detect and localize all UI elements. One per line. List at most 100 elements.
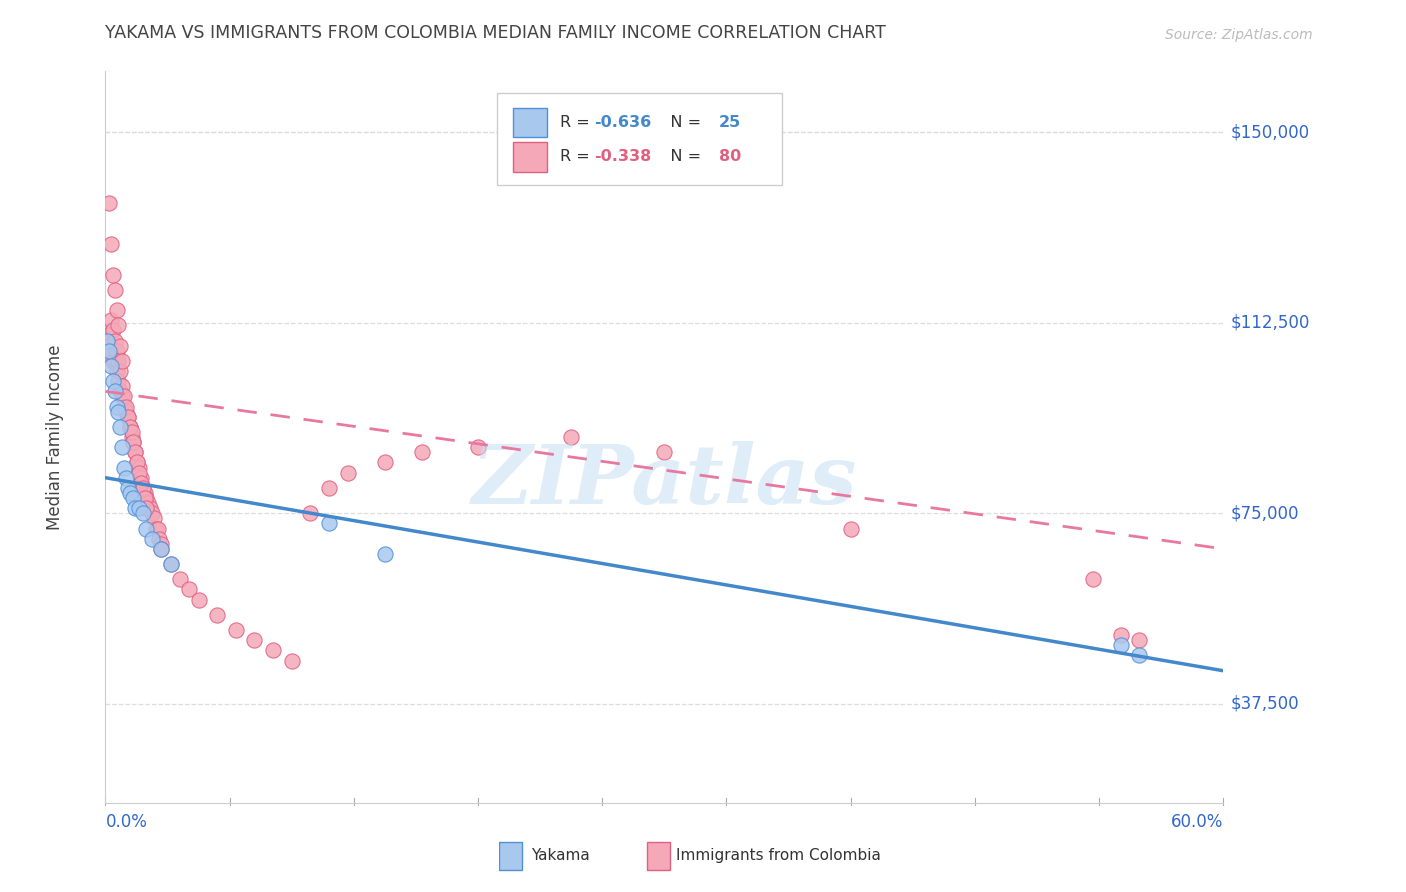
Point <box>101 268 124 282</box>
Point <box>652 445 676 459</box>
Bar <box>513 108 547 137</box>
Text: -0.636: -0.636 <box>593 115 651 130</box>
Point <box>129 471 152 485</box>
Text: R =: R = <box>561 150 595 164</box>
Bar <box>499 842 523 870</box>
Point <box>104 354 127 368</box>
Point <box>118 420 141 434</box>
Point <box>104 283 127 297</box>
Point <box>467 440 489 454</box>
Point <box>107 318 129 333</box>
Text: $75,000: $75,000 <box>1230 504 1299 523</box>
Point <box>96 334 118 348</box>
Point <box>132 481 155 495</box>
Point <box>104 334 127 348</box>
Point <box>135 501 157 516</box>
Point <box>100 313 122 327</box>
Point <box>101 323 124 337</box>
FancyBboxPatch shape <box>496 94 782 185</box>
Point <box>318 481 340 495</box>
Point <box>117 409 139 424</box>
Point <box>98 343 121 358</box>
Text: N =: N = <box>655 115 707 130</box>
Bar <box>647 842 669 870</box>
Point <box>187 592 209 607</box>
Point <box>560 430 582 444</box>
Point <box>112 400 135 414</box>
Point <box>105 364 128 378</box>
Text: 0.0%: 0.0% <box>105 813 148 831</box>
Point <box>115 471 138 485</box>
Point <box>169 572 191 586</box>
Text: 60.0%: 60.0% <box>1171 813 1223 831</box>
Point <box>142 511 165 525</box>
Point <box>124 445 146 459</box>
Bar <box>513 143 547 171</box>
Point <box>318 516 340 531</box>
Point <box>117 409 139 424</box>
Point <box>150 541 173 556</box>
Point <box>374 455 396 469</box>
Point <box>105 343 128 358</box>
Text: N =: N = <box>655 150 707 164</box>
Point <box>127 455 149 469</box>
Point <box>411 445 433 459</box>
Point <box>111 389 134 403</box>
Point <box>135 521 157 535</box>
Point <box>1128 633 1150 648</box>
Point <box>121 425 143 439</box>
Point <box>159 557 181 571</box>
Point <box>374 547 396 561</box>
Point <box>100 359 122 373</box>
Text: $150,000: $150,000 <box>1230 123 1310 141</box>
Text: Median Family Income: Median Family Income <box>46 344 65 530</box>
Text: R =: R = <box>561 115 595 130</box>
Point <box>135 491 157 505</box>
Point <box>124 501 146 516</box>
Point <box>122 435 145 450</box>
Text: Immigrants from Colombia: Immigrants from Colombia <box>676 848 882 863</box>
Point <box>122 491 145 505</box>
Point <box>1109 628 1132 642</box>
Point <box>132 506 155 520</box>
Point <box>111 440 134 454</box>
Point <box>110 364 132 378</box>
Point <box>122 435 145 450</box>
Point <box>104 384 127 399</box>
Point <box>117 481 139 495</box>
Point <box>107 405 129 419</box>
Point <box>150 537 173 551</box>
Point <box>205 607 228 622</box>
Point <box>115 405 138 419</box>
Point <box>1128 648 1150 663</box>
Point <box>134 486 156 500</box>
Point <box>146 521 169 535</box>
Point <box>243 633 266 648</box>
Point <box>110 338 132 352</box>
Point <box>139 501 162 516</box>
Point <box>134 491 156 505</box>
Point <box>96 328 118 343</box>
Point <box>107 354 129 368</box>
Point <box>129 475 152 490</box>
Point <box>105 303 128 318</box>
Point <box>281 654 304 668</box>
Point <box>111 354 134 368</box>
Point <box>107 374 129 388</box>
Text: 25: 25 <box>718 115 741 130</box>
Point <box>148 532 170 546</box>
Text: ZIPatlas: ZIPatlas <box>471 441 858 521</box>
Text: Source: ZipAtlas.com: Source: ZipAtlas.com <box>1166 29 1313 42</box>
Point <box>127 455 149 469</box>
Point <box>141 532 163 546</box>
Point <box>839 521 862 535</box>
Point <box>299 506 322 520</box>
Text: 80: 80 <box>718 150 741 164</box>
Point <box>118 486 141 500</box>
Point <box>101 354 124 368</box>
Point <box>118 420 141 434</box>
Point <box>159 557 181 571</box>
Point <box>1081 572 1104 586</box>
Point <box>336 466 359 480</box>
Point <box>128 466 150 480</box>
